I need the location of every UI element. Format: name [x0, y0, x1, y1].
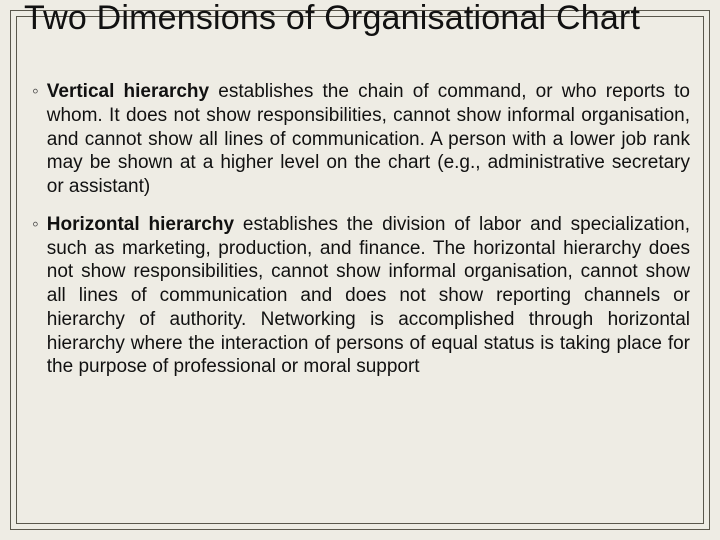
slide-title: Two Dimensions of Organisational Chart: [24, 0, 700, 37]
bullet-item: ◦ Horizontal hierarchy establishes the d…: [32, 213, 690, 379]
bullet-lead: Horizontal hierarchy: [47, 214, 234, 235]
bullet-item: ◦ Vertical hierarchy establishes the cha…: [32, 80, 690, 199]
bullet-text: Horizontal hierarchy establishes the div…: [47, 213, 690, 379]
bullet-glyph: ◦: [32, 80, 39, 199]
bullet-lead: Vertical hierarchy: [47, 81, 209, 102]
bullet-text: Vertical hierarchy establishes the chain…: [47, 80, 690, 199]
bullet-rest: establishes the division of labor and sp…: [47, 214, 690, 378]
bullet-glyph: ◦: [32, 213, 39, 379]
slide-content: ◦ Vertical hierarchy establishes the cha…: [32, 80, 690, 393]
